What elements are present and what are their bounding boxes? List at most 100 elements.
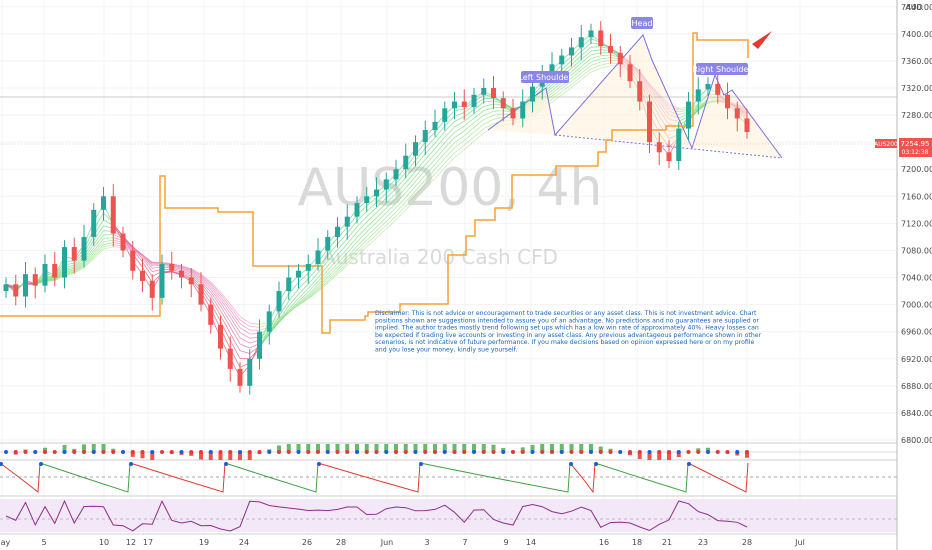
ribbon-segment	[210, 284, 221, 297]
annotation-right-shoulder: Right Shoulder	[692, 63, 752, 75]
ribbon-segment	[366, 230, 377, 241]
ribbon-segment	[366, 207, 377, 217]
ribbon-segment	[473, 119, 485, 128]
ribbon-segment	[385, 198, 397, 209]
ribbon-segment	[366, 217, 377, 228]
histogram-bar	[277, 445, 281, 452]
ribbon-segment	[434, 136, 446, 149]
histogram-bar	[676, 452, 681, 458]
momentum-dot	[618, 450, 623, 454]
candle-body	[208, 304, 214, 325]
ribbon-segment	[327, 259, 338, 271]
candle	[637, 69, 643, 111]
ribbon-segment	[395, 177, 407, 189]
candle-body	[666, 152, 672, 162]
momentum-dot	[520, 450, 525, 454]
ribbon-segment	[415, 179, 426, 192]
ribbon-segment	[181, 266, 192, 272]
ribbon-segment	[376, 197, 387, 208]
ribbon-segment	[220, 299, 231, 314]
histogram-bar	[247, 452, 252, 460]
ribbon-segment	[415, 164, 426, 177]
histogram-bar	[101, 444, 106, 452]
momentum-dot	[403, 450, 408, 454]
candle-body	[695, 89, 701, 102]
price-tick: 7200.00	[901, 165, 932, 174]
time-axis[interactable]: May 5 10 12 17 19 24 26 28 Jun 3 7 9 14 16 18 21 23 28 Jul	[0, 538, 805, 547]
ribbon-segment	[454, 116, 465, 122]
histogram-bar	[657, 452, 662, 460]
candle	[344, 204, 350, 240]
price-tick: 7280.00	[901, 111, 932, 120]
candle-body	[452, 101, 457, 109]
histogram-bar	[199, 452, 203, 460]
momentum-dot	[121, 450, 125, 454]
ribbon-segment	[356, 246, 368, 257]
ribbon-segment	[454, 112, 465, 117]
ribbon-segment	[376, 221, 387, 232]
ribbon-segment	[298, 283, 309, 295]
candle-body	[608, 46, 613, 53]
right-shoulder-label: Right Shoulder	[692, 65, 752, 74]
momentum-dot	[101, 450, 106, 454]
momentum-dot	[491, 450, 496, 454]
candle-body	[81, 236, 87, 261]
ribbon-segment	[200, 278, 212, 290]
candle-body	[354, 203, 360, 217]
ribbon-segment	[337, 252, 348, 264]
ribbon-segment	[142, 258, 153, 272]
candle-body	[110, 196, 116, 234]
ribbon-segment	[444, 132, 455, 143]
candle	[403, 143, 409, 179]
momentum-dot	[715, 450, 720, 454]
ribbon-segment	[298, 298, 309, 306]
momentum-dot	[423, 450, 428, 454]
ribbon-segment	[103, 242, 114, 245]
ribbon-segment	[385, 215, 397, 226]
ribbon-segment	[356, 231, 368, 243]
histogram-bar	[91, 444, 96, 452]
time-tick: 5	[41, 538, 46, 547]
rsi-pane: 40.00	[0, 499, 926, 532]
ribbon-segment	[317, 273, 329, 285]
ribbon-segment	[307, 267, 319, 280]
candle	[315, 238, 321, 271]
ribbon-segment	[191, 268, 202, 276]
candle	[725, 82, 730, 120]
ribbon-segment	[366, 212, 377, 223]
ribbon-segment	[444, 142, 455, 154]
ribbon-segment	[278, 300, 290, 317]
candle-body	[442, 108, 448, 122]
time-tick: 19	[199, 538, 209, 547]
histogram-bar	[208, 452, 213, 460]
ribbon-segment	[551, 85, 562, 94]
ribbon-segment	[317, 281, 329, 291]
ribbon-segment	[366, 234, 377, 244]
stoch-line	[224, 462, 319, 493]
ribbon-segment	[444, 126, 455, 138]
candle-body	[686, 101, 691, 129]
ribbon-segment	[600, 65, 611, 69]
ribbon-segment	[385, 188, 397, 199]
ribbon-segment	[590, 58, 601, 63]
stoch-line	[317, 462, 421, 493]
ribbon-segment	[424, 159, 436, 171]
candle	[62, 240, 67, 289]
momentum-dot	[472, 450, 476, 454]
momentum-dot	[306, 450, 311, 454]
ribbon-segment	[337, 238, 348, 250]
momentum-dot	[569, 450, 574, 454]
ribbon-segment	[356, 235, 368, 247]
disclaimer-line: implied. The author trades mostly trend …	[375, 325, 759, 332]
ribbon-segment	[454, 108, 465, 112]
annotation-left-shoulder: Left Shoulder	[518, 71, 572, 83]
candle	[335, 217, 340, 248]
ribbon-segment	[473, 110, 484, 119]
ribbon-segment	[590, 49, 601, 52]
ribbon-segment	[571, 69, 582, 79]
ribbon-segment	[424, 137, 436, 149]
candle-body	[578, 37, 584, 48]
ribbon-segment	[434, 125, 446, 138]
histogram-bar	[598, 446, 603, 452]
